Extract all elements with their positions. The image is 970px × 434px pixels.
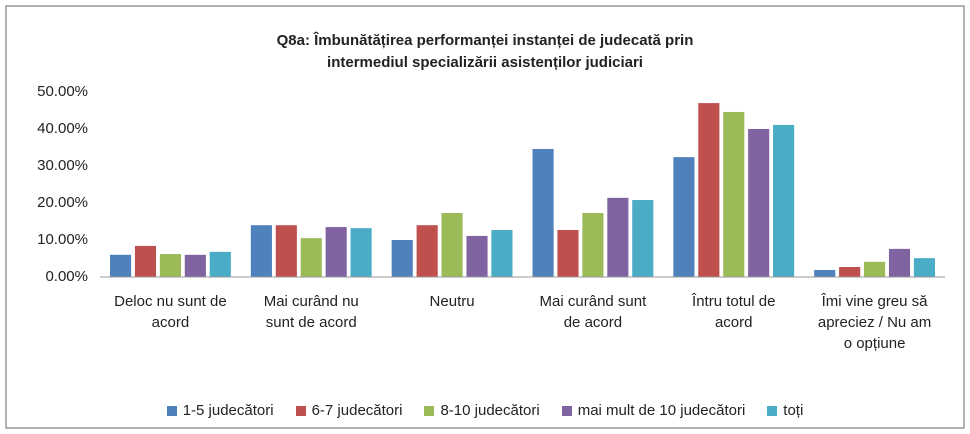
legend-label: toți	[783, 402, 804, 419]
bar	[109, 254, 132, 277]
bar	[673, 157, 695, 277]
legend-label: 1-5 judecători	[182, 402, 274, 419]
bar	[913, 258, 936, 277]
x-tick-label: Mai curând nu sunt de acord	[263, 293, 359, 331]
x-tick-label: Deloc nu sunt de acord	[114, 293, 227, 331]
bar	[300, 238, 322, 277]
legend-label: mai mult de 10 judecători	[577, 402, 746, 419]
bar	[325, 227, 347, 277]
x-tick-label: Întru totul de acord	[692, 293, 776, 331]
bar	[491, 230, 513, 277]
legend: 1-5 judecători 6-7 judecători 8-10 judecăt…	[0, 402, 970, 419]
legend-swatch	[561, 405, 572, 416]
bar	[839, 267, 861, 277]
y-tick-label: 40.00%	[37, 120, 88, 137]
y-tick-label: 10.00%	[37, 231, 88, 248]
legend-swatch	[767, 405, 778, 416]
legend-label: 6-7 judecători	[311, 402, 403, 419]
bar	[391, 240, 413, 277]
bar	[134, 245, 157, 277]
y-tick-label: 0.00%	[45, 268, 88, 285]
bar	[184, 254, 206, 277]
y-tick-label: 20.00%	[37, 194, 88, 211]
bar	[723, 111, 745, 277]
frame	[5, 5, 965, 429]
bar	[209, 251, 231, 277]
legend-swatch	[424, 405, 435, 416]
bar	[814, 269, 836, 277]
legend-item: mai mult de 10 judecători	[561, 402, 746, 419]
legend-item: 8-10 judecători	[424, 402, 540, 419]
legend-item: toți	[767, 402, 803, 419]
legend-label: 8-10 judecători	[440, 402, 540, 419]
bar	[864, 261, 886, 277]
bar	[557, 230, 579, 277]
legend-swatch	[295, 405, 306, 416]
legend-item: 1-5 judecători	[166, 402, 274, 419]
bar	[748, 129, 770, 277]
bar	[632, 200, 654, 277]
bar	[582, 212, 604, 277]
bar	[441, 212, 463, 277]
bar	[275, 225, 297, 277]
x-tick-label: Îmi vine greu să apreciez / Nu am o opți…	[817, 293, 932, 352]
bar	[416, 225, 438, 277]
chart-title: Q8a: Îmbunătățirea performanței instanțe…	[276, 32, 694, 71]
legend-item: 6-7 judecători	[295, 402, 403, 419]
x-tick-label: Mai curând sunt de acord	[539, 293, 647, 331]
x-tick-label: Neutru	[429, 293, 475, 310]
bar	[350, 228, 372, 277]
bar	[607, 197, 629, 277]
bar	[888, 248, 911, 277]
legend-swatch	[166, 405, 177, 416]
y-tick-label: 50.00%	[37, 83, 88, 100]
bar	[773, 124, 795, 278]
bar	[466, 235, 488, 277]
bar	[532, 148, 554, 277]
y-tick-label: 30.00%	[37, 157, 88, 174]
bar	[250, 225, 272, 277]
bar	[159, 254, 181, 277]
bar	[698, 103, 720, 277]
